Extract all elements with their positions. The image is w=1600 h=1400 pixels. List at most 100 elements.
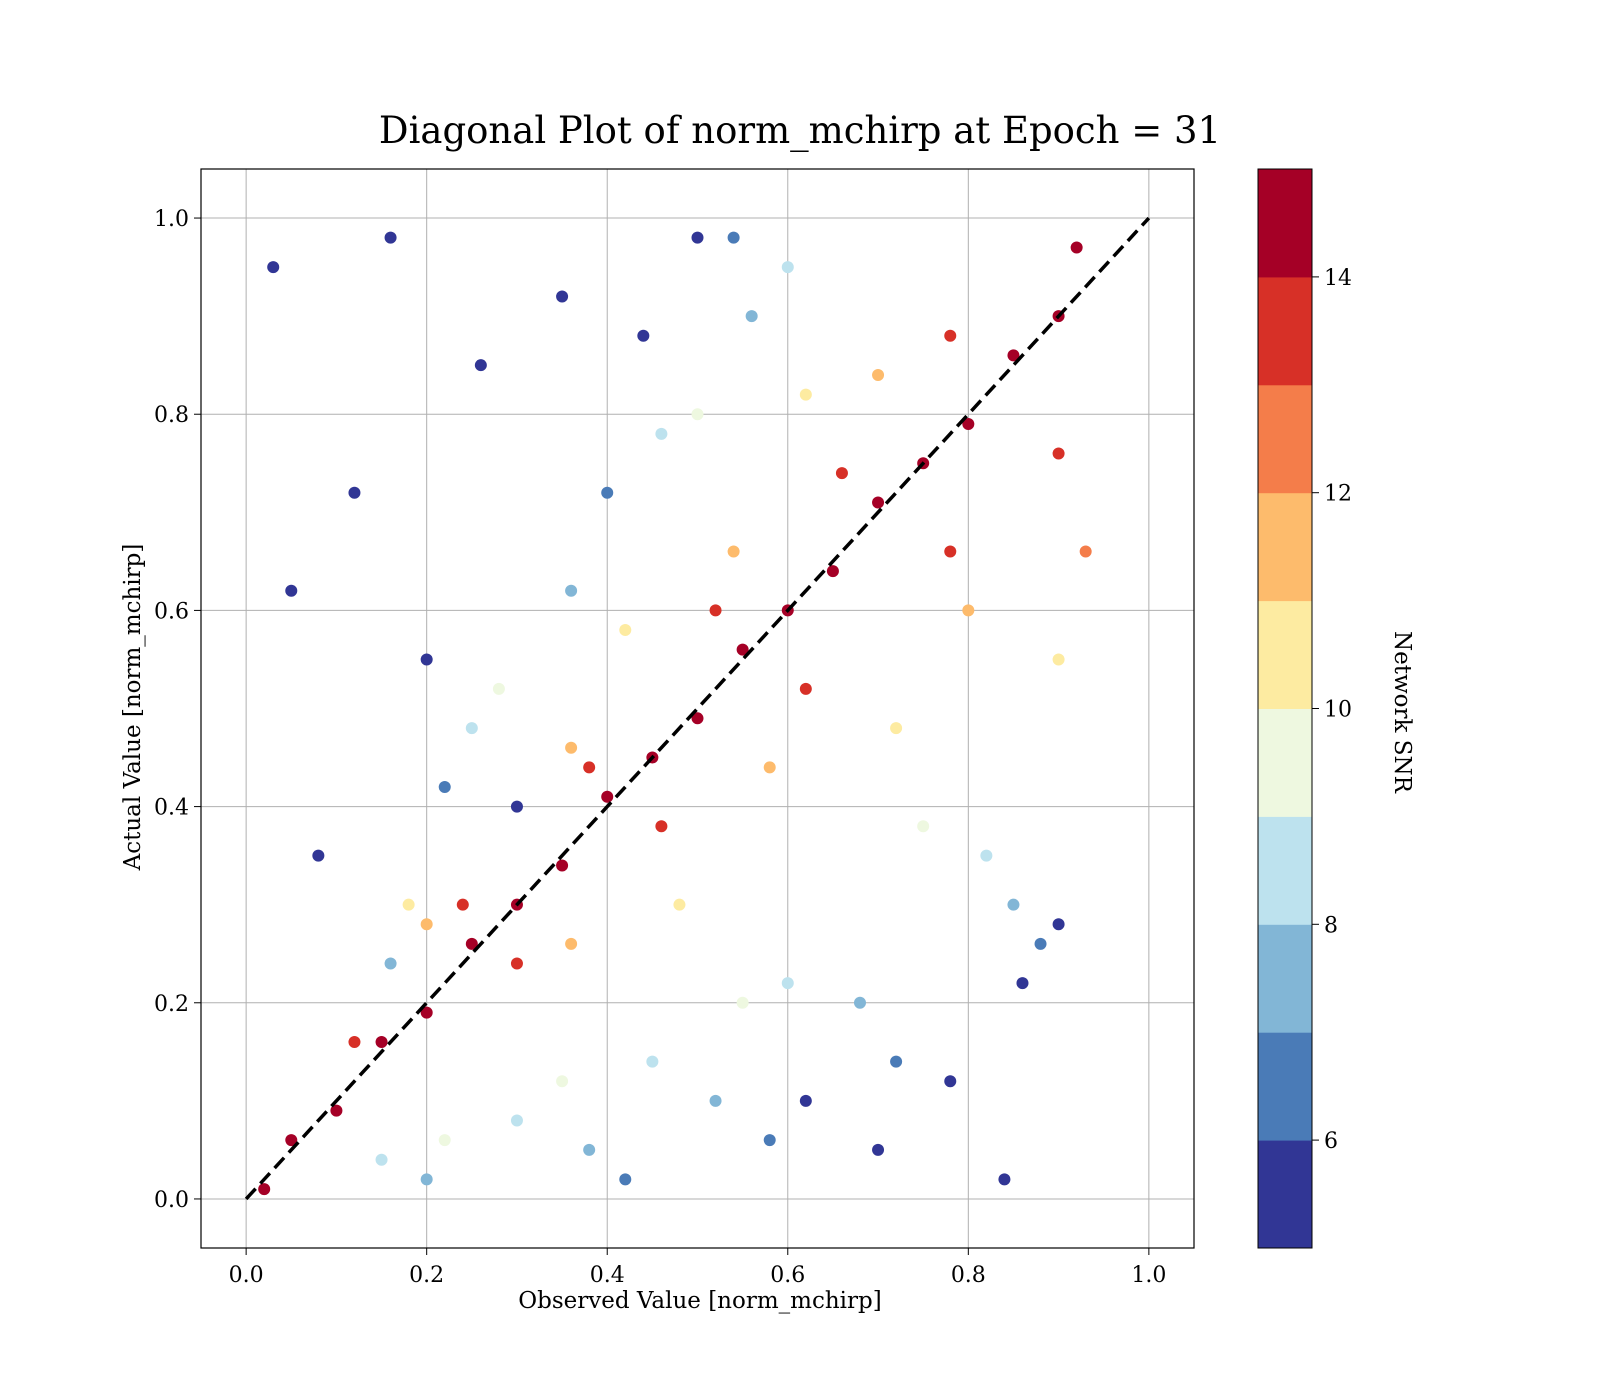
scatter-point (565, 741, 578, 754)
scatter-point (348, 1036, 361, 1049)
colorbar-segment (1258, 169, 1312, 278)
scatter-point (1079, 545, 1092, 558)
x-tick-label: 0.4 (590, 1263, 625, 1288)
scatter-point (655, 820, 668, 833)
scatter-point (736, 643, 749, 656)
scatter-point (556, 1075, 569, 1088)
scatter-point (1007, 898, 1020, 911)
colorbar-segment (1258, 708, 1312, 817)
scatter-point (583, 1143, 596, 1156)
scatter-point (330, 1104, 343, 1117)
scatter-point (799, 682, 812, 695)
x-axis-ticks: 0.0 0.2 0.4 0.6 0.8 1.0 (229, 1248, 1166, 1288)
y-tick-label: 0.6 (154, 599, 189, 624)
scatter-point (799, 1094, 812, 1107)
scatter-point (736, 996, 749, 1009)
scatter-point (727, 545, 740, 558)
scatter-point (1007, 349, 1020, 362)
scatter-point (826, 565, 839, 578)
scatter-point (465, 722, 478, 735)
scatter-points (258, 231, 1092, 1196)
axes-frame (200, 168, 1195, 1249)
scatter-point (420, 653, 433, 666)
scatter-point (510, 957, 523, 970)
scatter-point (420, 918, 433, 931)
x-tick-label: 0.2 (409, 1263, 444, 1288)
scatter-point (917, 820, 930, 833)
scatter-point (890, 722, 903, 735)
scatter-point (1052, 918, 1065, 931)
scatter-point (565, 584, 578, 597)
y-tick-label: 0.8 (154, 403, 189, 428)
gridlines (201, 169, 1194, 1248)
scatter-point (962, 604, 975, 617)
scatter-point (691, 712, 704, 725)
colorbar-segment (1258, 384, 1312, 494)
y-axis-ticks: 0.0 0.2 0.4 0.6 0.8 1.0 (154, 207, 201, 1213)
y-tick-label: 0.2 (154, 992, 189, 1017)
scatter-point (510, 1114, 523, 1127)
y-tick-label: 1.0 (154, 207, 189, 232)
scatter-point (709, 1094, 722, 1107)
scatter-point (312, 849, 325, 862)
scatter-point (375, 1153, 388, 1166)
scatter-point (420, 1006, 433, 1019)
scatter-point (727, 231, 740, 244)
y-tick-label: 0.0 (154, 1188, 189, 1213)
scatter-point (890, 1055, 903, 1068)
scatter-point (285, 584, 298, 597)
scatter-point (944, 545, 957, 558)
scatter-point (691, 408, 704, 421)
colorbar-label: Network SNR (1389, 631, 1415, 794)
scatter-point (556, 290, 569, 303)
scatter-point (565, 937, 578, 950)
x-tick-label: 0.8 (951, 1263, 986, 1288)
scatter-point (872, 1143, 885, 1156)
colorbar-segment (1258, 1140, 1312, 1249)
colorbar-segment (1258, 600, 1312, 709)
scatter-point (556, 859, 569, 872)
scatter-point (510, 800, 523, 813)
diagonal-reference-line (244, 216, 1151, 1201)
scatter-point (944, 1075, 957, 1088)
scatter-point (456, 898, 469, 911)
scatter-point (583, 761, 596, 774)
x-tick-label: 0.6 (770, 1263, 805, 1288)
scatter-point (348, 486, 361, 499)
scatter-point (267, 261, 280, 274)
scatter-point (465, 937, 478, 950)
colorbar-tick-label: 8 (1324, 913, 1338, 938)
colorbar-segment (1258, 1032, 1312, 1141)
scatter-point (745, 310, 758, 323)
scatter-point (258, 1183, 271, 1196)
scatter-point (763, 1134, 776, 1147)
scatter-point (375, 1036, 388, 1049)
scatter-point (781, 977, 794, 990)
colorbar-tick-label: 12 (1324, 482, 1352, 507)
scatter-point (872, 496, 885, 509)
y-axis-label: Actual Value [norm_mchirp] (120, 544, 146, 872)
x-tick-label: 1.0 (1131, 1263, 1166, 1288)
colorbar-segment (1258, 276, 1312, 386)
scatter-point (601, 790, 614, 803)
scatter-point (1034, 937, 1047, 950)
y-tick-label: 0.4 (154, 796, 189, 821)
scatter-point (492, 682, 505, 695)
scatter-point (655, 427, 668, 440)
scatter-point (781, 261, 794, 274)
colorbar-segment (1258, 924, 1312, 1033)
scatter-point (673, 898, 686, 911)
colorbar-ticks: 6 8 10 12 14 (1312, 266, 1352, 1154)
scatter-point (1016, 977, 1029, 990)
scatter-point (619, 1173, 632, 1186)
scatter-point (285, 1134, 298, 1147)
scatter-point (438, 780, 451, 793)
x-axis-label: Observed Value [norm_mchirp] (518, 1288, 881, 1314)
colorbar-tick-label: 6 (1324, 1129, 1338, 1154)
scatter-point (872, 368, 885, 381)
colorbar (1257, 168, 1313, 1249)
scatter-point (1052, 447, 1065, 460)
scatter-point (799, 388, 812, 401)
scatter-point (962, 418, 975, 431)
